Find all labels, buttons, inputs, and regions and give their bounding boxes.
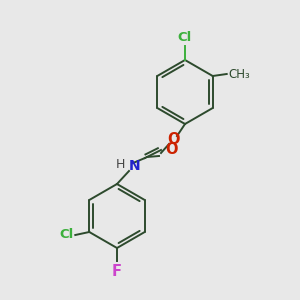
Text: O: O xyxy=(165,142,178,157)
Text: N: N xyxy=(129,159,141,173)
Text: CH₃: CH₃ xyxy=(229,68,250,80)
Text: F: F xyxy=(112,264,122,279)
Text: H: H xyxy=(116,158,125,172)
Text: Cl: Cl xyxy=(178,31,192,44)
Text: O: O xyxy=(167,133,179,148)
Text: Cl: Cl xyxy=(59,229,73,242)
